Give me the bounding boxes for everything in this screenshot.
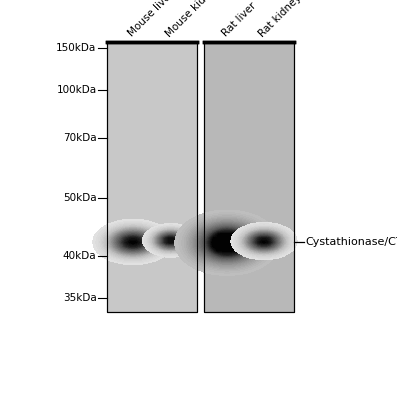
Bar bbox=[107, 42, 197, 312]
Text: 100kDa: 100kDa bbox=[56, 85, 96, 95]
Bar bbox=[107, 42, 197, 312]
Text: Rat kidney: Rat kidney bbox=[257, 0, 303, 39]
Text: 40kDa: 40kDa bbox=[63, 251, 96, 261]
Text: 35kDa: 35kDa bbox=[63, 293, 96, 303]
Bar bbox=[204, 42, 294, 312]
Text: 150kDa: 150kDa bbox=[56, 43, 96, 53]
Text: Mouse kidney: Mouse kidney bbox=[164, 0, 222, 39]
Text: Cystathionase/CTH: Cystathionase/CTH bbox=[306, 236, 397, 246]
Text: 70kDa: 70kDa bbox=[63, 133, 96, 143]
Bar bbox=[204, 42, 294, 312]
Text: Mouse liver: Mouse liver bbox=[126, 0, 175, 39]
Text: Rat liver: Rat liver bbox=[220, 1, 258, 39]
Text: 50kDa: 50kDa bbox=[63, 193, 96, 203]
